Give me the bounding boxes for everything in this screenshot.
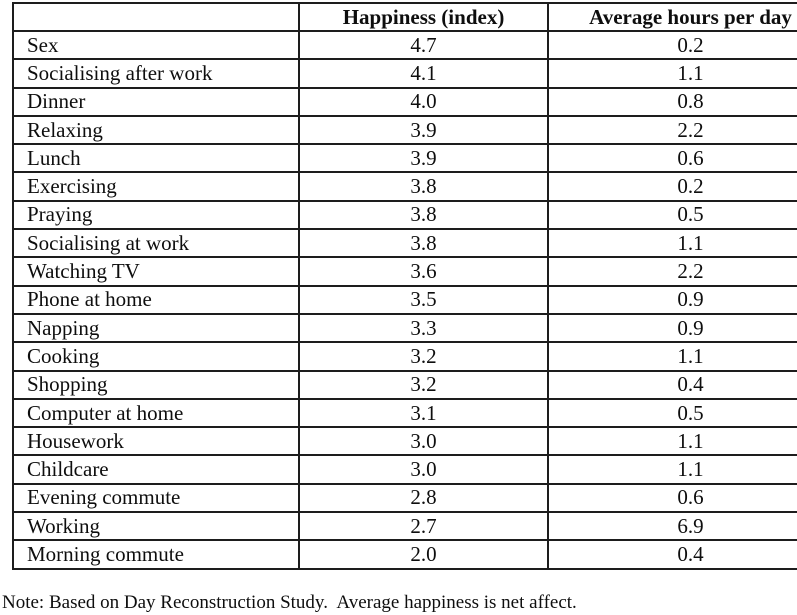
activity-cell: Childcare bbox=[12, 454, 300, 485]
table-row: Watching TV 3.6 2.2 bbox=[12, 256, 797, 287]
activity-cell: Working bbox=[12, 511, 300, 542]
happiness-cell: 3.9 bbox=[298, 114, 549, 146]
hours-cell: 0.4 bbox=[547, 539, 797, 570]
happiness-cell: 4.0 bbox=[298, 86, 549, 117]
happiness-cell: 3.3 bbox=[298, 312, 549, 344]
activity-cell: Phone at home bbox=[12, 284, 300, 315]
table-row: Housework 3.0 1.1 bbox=[12, 426, 797, 457]
happiness-cell: 3.6 bbox=[298, 256, 549, 287]
activity-cell: Dinner bbox=[12, 86, 300, 117]
table-row: Phone at home 3.5 0.9 bbox=[12, 284, 797, 315]
activity-cell: Socialising after work bbox=[12, 58, 300, 89]
table-body: Sex 4.7 0.2 Socialising after work 4.1 1.1 Din… bbox=[12, 29, 797, 570]
happiness-column-header: Happiness (index) bbox=[298, 2, 549, 32]
activity-cell: Exercising bbox=[12, 171, 300, 202]
table-note: Note: Based on Day Reconstruction Study.… bbox=[2, 592, 577, 613]
happiness-cell: 3.8 bbox=[298, 228, 549, 259]
happiness-cell: 2.8 bbox=[298, 482, 549, 514]
table-row: Shopping 3.2 0.4 bbox=[12, 369, 797, 400]
happiness-cell: 4.1 bbox=[298, 58, 549, 89]
happiness-cell: 3.2 bbox=[298, 341, 549, 372]
activity-cell: Socialising at work bbox=[12, 228, 300, 259]
hours-cell: 1.1 bbox=[547, 228, 797, 259]
hours-cell: 6.9 bbox=[547, 511, 797, 542]
activity-cell: Lunch bbox=[12, 143, 300, 174]
hours-column-header: Average hours per day bbox=[547, 2, 797, 32]
hours-cell: 0.2 bbox=[547, 29, 797, 61]
hours-cell: 1.1 bbox=[547, 341, 797, 372]
table-row: Working 2.7 6.9 bbox=[12, 511, 797, 542]
happiness-cell: 2.7 bbox=[298, 511, 549, 542]
table-row: Childcare 3.0 1.1 bbox=[12, 454, 797, 485]
hours-cell: 0.9 bbox=[547, 284, 797, 315]
header-row: Happiness (index) Average hours per day bbox=[12, 2, 797, 32]
happiness-cell: 3.5 bbox=[298, 284, 549, 315]
happiness-cell: 4.7 bbox=[298, 29, 549, 61]
hours-cell: 2.2 bbox=[547, 256, 797, 287]
happiness-cell: 3.9 bbox=[298, 143, 549, 174]
hours-cell: 0.5 bbox=[547, 199, 797, 231]
hours-cell: 0.2 bbox=[547, 171, 797, 202]
table-row: Exercising 3.8 0.2 bbox=[12, 171, 797, 202]
table-row: Socialising at work 3.8 1.1 bbox=[12, 228, 797, 259]
happiness-activity-table: Happiness (index) Average hours per day … bbox=[12, 2, 797, 570]
hours-cell: 2.2 bbox=[547, 114, 797, 146]
activity-cell: Watching TV bbox=[12, 256, 300, 287]
activity-column-header bbox=[12, 2, 300, 32]
activity-cell: Evening commute bbox=[12, 482, 300, 514]
table-row: Evening commute 2.8 0.6 bbox=[12, 482, 797, 514]
activity-cell: Cooking bbox=[12, 341, 300, 372]
activity-cell: Computer at home bbox=[12, 397, 300, 429]
happiness-cell: 3.1 bbox=[298, 397, 549, 429]
happiness-cell: 3.2 bbox=[298, 369, 549, 400]
happiness-cell: 3.8 bbox=[298, 199, 549, 231]
activity-cell: Morning commute bbox=[12, 539, 300, 570]
hours-cell: 0.6 bbox=[547, 143, 797, 174]
hours-cell: 0.9 bbox=[547, 312, 797, 344]
activity-cell: Sex bbox=[12, 29, 300, 61]
activity-cell: Napping bbox=[12, 312, 300, 344]
activity-cell: Praying bbox=[12, 199, 300, 231]
activity-cell: Shopping bbox=[12, 369, 300, 400]
hours-cell: 0.5 bbox=[547, 397, 797, 429]
happiness-cell: 3.8 bbox=[298, 171, 549, 202]
table-row: Lunch 3.9 0.6 bbox=[12, 143, 797, 174]
table-row: Dinner 4.0 0.8 bbox=[12, 86, 797, 117]
hours-cell: 1.1 bbox=[547, 454, 797, 485]
table-row: Computer at home 3.1 0.5 bbox=[12, 397, 797, 429]
happiness-cell: 3.0 bbox=[298, 426, 549, 457]
table-row: Cooking 3.2 1.1 bbox=[12, 341, 797, 372]
hours-cell: 1.1 bbox=[547, 426, 797, 457]
table-row: Socialising after work 4.1 1.1 bbox=[12, 58, 797, 89]
hours-cell: 0.4 bbox=[547, 369, 797, 400]
table-row: Morning commute 2.0 0.4 bbox=[12, 539, 797, 570]
happiness-cell: 2.0 bbox=[298, 539, 549, 570]
table-row: Praying 3.8 0.5 bbox=[12, 199, 797, 231]
activity-cell: Relaxing bbox=[12, 114, 300, 146]
hours-cell: 0.8 bbox=[547, 86, 797, 117]
happiness-cell: 3.0 bbox=[298, 454, 549, 485]
table-row: Relaxing 3.9 2.2 bbox=[12, 114, 797, 146]
activity-cell: Housework bbox=[12, 426, 300, 457]
table-row: Napping 3.3 0.9 bbox=[12, 312, 797, 344]
hours-cell: 1.1 bbox=[547, 58, 797, 89]
table-row: Sex 4.7 0.2 bbox=[12, 29, 797, 61]
hours-cell: 0.6 bbox=[547, 482, 797, 514]
